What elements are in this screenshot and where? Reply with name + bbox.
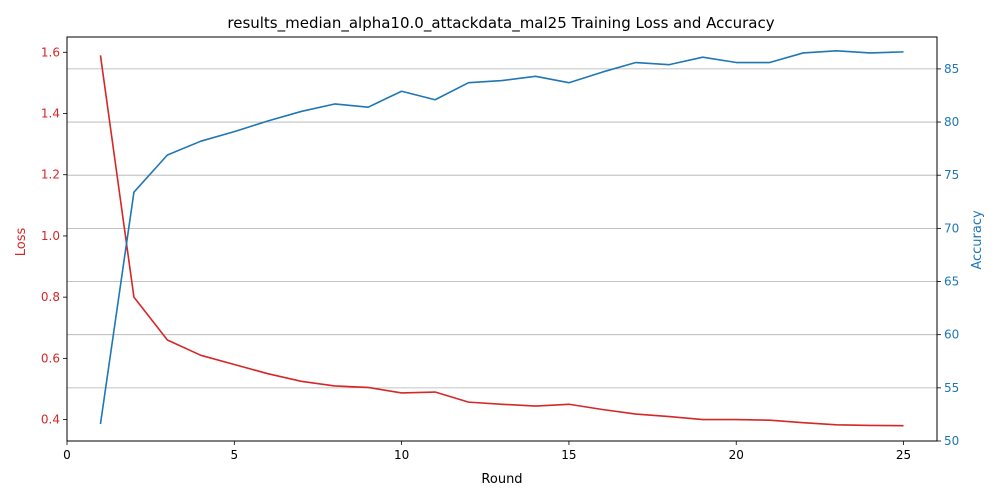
x-tick-label: 5 (230, 448, 238, 462)
x-tick-label: 25 (896, 448, 911, 462)
series-layer (99, 50, 904, 427)
ticks: 0 5 10 15 20 25 0.4 0.6 0.8 1.0 1.2 1.4 1.6 50 55 60 65 7… (41, 45, 959, 462)
loss-series-line (99, 55, 904, 427)
plot-frame (66, 36, 938, 442)
accuracy-series-line (99, 50, 904, 425)
x-tick-label: 10 (394, 448, 409, 462)
y-right-tick-label: 70 (944, 221, 959, 235)
y-left-tick-label: 1.6 (41, 45, 60, 59)
grid-lines (67, 68, 937, 442)
y-right-tick-label: 50 (944, 434, 959, 448)
y-right-tick-label: 75 (944, 168, 959, 182)
y-left-tick-label: 0.4 (41, 413, 60, 427)
y-right-tick-label: 80 (944, 115, 959, 129)
y-axis-label-right: Accuracy (970, 210, 985, 270)
y-right-tick-label: 85 (944, 62, 959, 76)
x-tick-label: 20 (729, 448, 744, 462)
x-tick-label: 15 (561, 448, 576, 462)
axes (66, 36, 938, 442)
y-left-tick-label: 1.0 (41, 229, 60, 243)
y-axis-label-left: Loss (14, 228, 29, 257)
x-tick-label: 0 (63, 448, 71, 462)
chart-title: results_median_alpha10.0_attackdata_mal2… (227, 14, 774, 33)
y-right-tick-label: 60 (944, 328, 959, 342)
y-right-tick-label: 65 (944, 275, 959, 289)
y-left-tick-label: 1.2 (41, 168, 60, 182)
y-left-tick-label: 0.6 (41, 351, 60, 365)
y-right-tick-label: 55 (944, 381, 959, 395)
y-left-tick-label: 0.8 (41, 290, 60, 304)
x-axis-label: Round (481, 472, 522, 487)
y-left-tick-label: 1.4 (41, 107, 60, 121)
